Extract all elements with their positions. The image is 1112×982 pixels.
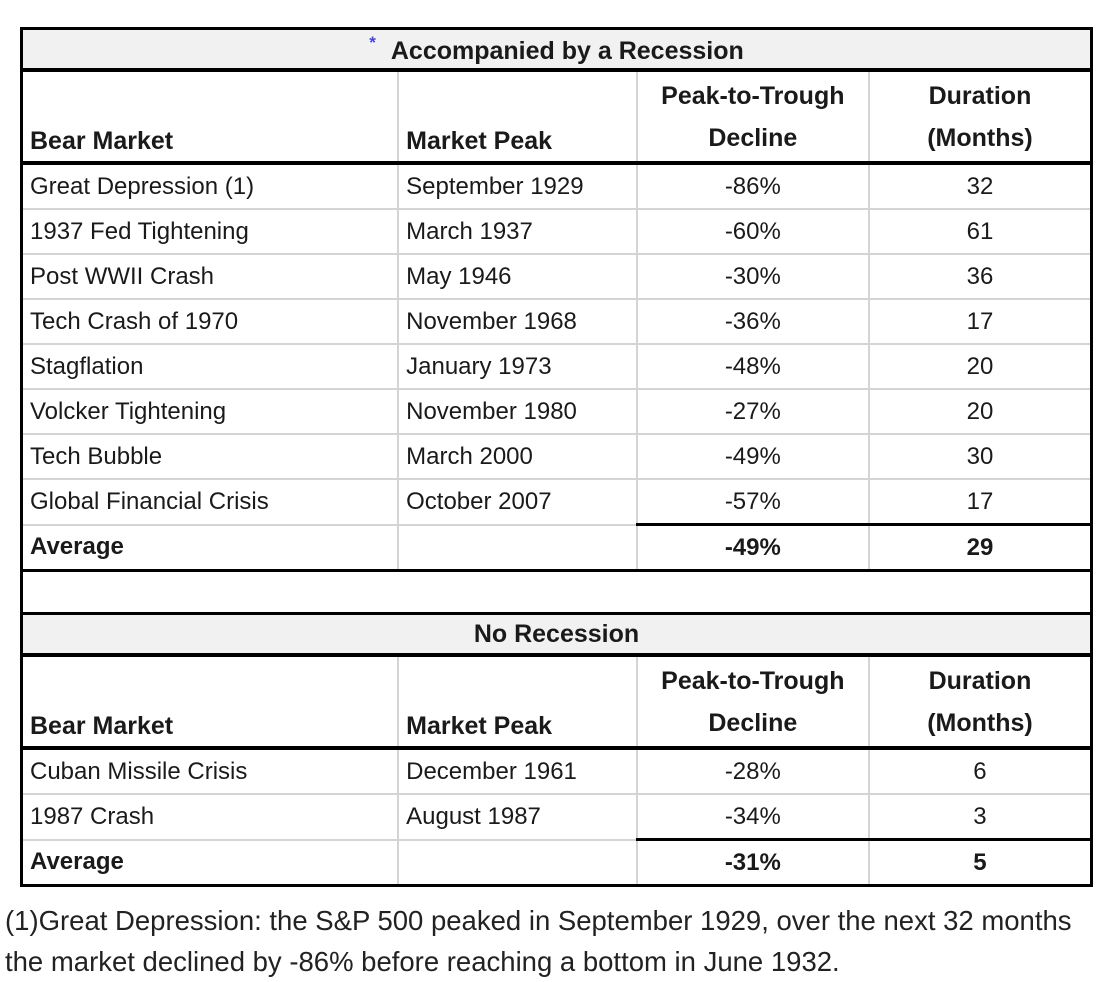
table-row: Stagflation January 1973 -48% 20 xyxy=(20,343,1093,390)
market-peak-cell: August 1987 xyxy=(397,793,638,841)
duration-cell: 20 xyxy=(867,343,1093,390)
table-header-row: Bear Market Market Peak Peak-to-Trough D… xyxy=(20,654,1093,750)
table-row: 1987 Crash August 1987 -34% 3 xyxy=(20,793,1093,841)
column-header-market-peak: Market Peak xyxy=(397,69,638,165)
duration-cell: 36 xyxy=(867,253,1093,300)
table-title: Accompanied by a Recession xyxy=(390,36,744,65)
duration-cell: 32 xyxy=(867,162,1093,210)
table-row: Cuban Missile Crisis December 1961 -28% … xyxy=(20,747,1093,795)
duration-cell: 30 xyxy=(867,433,1093,480)
bear-market-cell: Global Financial Crisis xyxy=(20,478,400,526)
average-duration-cell: 29 xyxy=(867,523,1093,572)
column-header-duration: Duration (Months) xyxy=(867,69,1093,165)
recession-table: * Accompanied by a Recession Bear Market … xyxy=(20,27,1093,572)
duration-cell: 3 xyxy=(867,793,1093,841)
average-label-cell: Average xyxy=(20,523,400,572)
table-row: 1937 Fed Tightening March 1937 -60% 61 xyxy=(20,208,1093,255)
average-row: Average -31% 5 xyxy=(20,838,1093,887)
market-peak-cell: November 1968 xyxy=(397,298,638,345)
bear-market-cell: 1987 Crash xyxy=(20,793,400,841)
table-title: No Recession xyxy=(473,619,640,648)
column-header-duration-line2: (Months) xyxy=(927,708,1033,737)
duration-cell: 17 xyxy=(867,478,1093,526)
duration-cell: 17 xyxy=(867,298,1093,345)
column-header-decline-line1: Peak-to-Trough xyxy=(661,81,845,110)
column-header-market-peak: Market Peak xyxy=(397,654,638,750)
table-row: Global Financial Crisis October 2007 -57… xyxy=(20,478,1093,526)
decline-cell: -28% xyxy=(635,747,870,795)
table-row: Volcker Tightening November 1980 -27% 20 xyxy=(20,388,1093,435)
average-decline-cell: -31% xyxy=(635,838,870,887)
market-peak-cell: May 1946 xyxy=(397,253,638,300)
bear-market-cell: Great Depression (1) xyxy=(20,162,400,210)
average-label-cell: Average xyxy=(20,838,400,887)
decline-cell: -86% xyxy=(635,162,870,210)
bear-market-cell: 1937 Fed Tightening xyxy=(20,208,400,255)
table-row: Great Depression (1) September 1929 -86%… xyxy=(20,162,1093,210)
market-peak-cell: October 2007 xyxy=(397,478,638,526)
duration-cell: 6 xyxy=(867,747,1093,795)
table-header-row: Bear Market Market Peak Peak-to-Trough D… xyxy=(20,69,1093,165)
bear-market-cell: Volcker Tightening xyxy=(20,388,400,435)
table-title-cell: * Accompanied by a Recession xyxy=(21,28,1092,72)
decline-cell: -57% xyxy=(635,478,870,526)
decline-cell: -60% xyxy=(635,208,870,255)
decline-cell: -49% xyxy=(635,433,870,480)
duration-cell: 20 xyxy=(867,388,1093,435)
market-peak-cell: November 1980 xyxy=(397,388,638,435)
tables-wrap: * Accompanied by a Recession Bear Market … xyxy=(20,27,1093,887)
bear-market-cell: Tech Crash of 1970 xyxy=(20,298,400,345)
table-row: Tech Crash of 1970 November 1968 -36% 17 xyxy=(20,298,1093,345)
title-asterisk-icon: * xyxy=(369,32,376,52)
column-header-duration-line1: Duration xyxy=(928,666,1032,695)
column-header-decline-line1: Peak-to-Trough xyxy=(661,666,845,695)
footnote-text: (1)Great Depression: the S&P 500 peaked … xyxy=(5,905,1072,977)
no-recession-table: No Recession Bear Market Market Peak Pea… xyxy=(20,612,1093,887)
table-title-row: No Recession xyxy=(21,613,1092,657)
table-title-row: * Accompanied by a Recession xyxy=(21,28,1092,72)
duration-cell: 61 xyxy=(867,208,1093,255)
empty-cell xyxy=(397,838,638,887)
table-gap-spacer xyxy=(20,572,1093,612)
market-peak-cell: March 1937 xyxy=(397,208,638,255)
column-header-decline-line2: Decline xyxy=(708,123,798,152)
column-header-decline-line2: Decline xyxy=(708,708,798,737)
decline-cell: -34% xyxy=(635,793,870,841)
average-row: Average -49% 29 xyxy=(20,523,1093,572)
column-header-decline: Peak-to-Trough Decline xyxy=(635,654,870,750)
market-peak-cell: September 1929 xyxy=(397,162,638,210)
table-title-cell: No Recession xyxy=(21,613,1092,657)
column-header-bear-market: Bear Market xyxy=(20,69,400,165)
column-header-duration-line2: (Months) xyxy=(927,123,1033,152)
bear-market-cell: Post WWII Crash xyxy=(20,253,400,300)
decline-cell: -27% xyxy=(635,388,870,435)
table-row: Post WWII Crash May 1946 -30% 36 xyxy=(20,253,1093,300)
decline-cell: -30% xyxy=(635,253,870,300)
decline-cell: -48% xyxy=(635,343,870,390)
bear-market-cell: Tech Bubble xyxy=(20,433,400,480)
average-decline-cell: -49% xyxy=(635,523,870,572)
market-peak-cell: January 1973 xyxy=(397,343,638,390)
bear-market-cell: Cuban Missile Crisis xyxy=(20,747,400,795)
column-header-decline: Peak-to-Trough Decline xyxy=(635,69,870,165)
market-peak-cell: December 1961 xyxy=(397,747,638,795)
market-peak-cell: March 2000 xyxy=(397,433,638,480)
column-header-duration-line1: Duration xyxy=(928,81,1032,110)
empty-cell xyxy=(397,523,638,572)
column-header-bear-market: Bear Market xyxy=(20,654,400,750)
decline-cell: -36% xyxy=(635,298,870,345)
column-header-duration: Duration (Months) xyxy=(867,654,1093,750)
bear-market-cell: Stagflation xyxy=(20,343,400,390)
table-row: Tech Bubble March 2000 -49% 30 xyxy=(20,433,1093,480)
average-duration-cell: 5 xyxy=(867,838,1093,887)
